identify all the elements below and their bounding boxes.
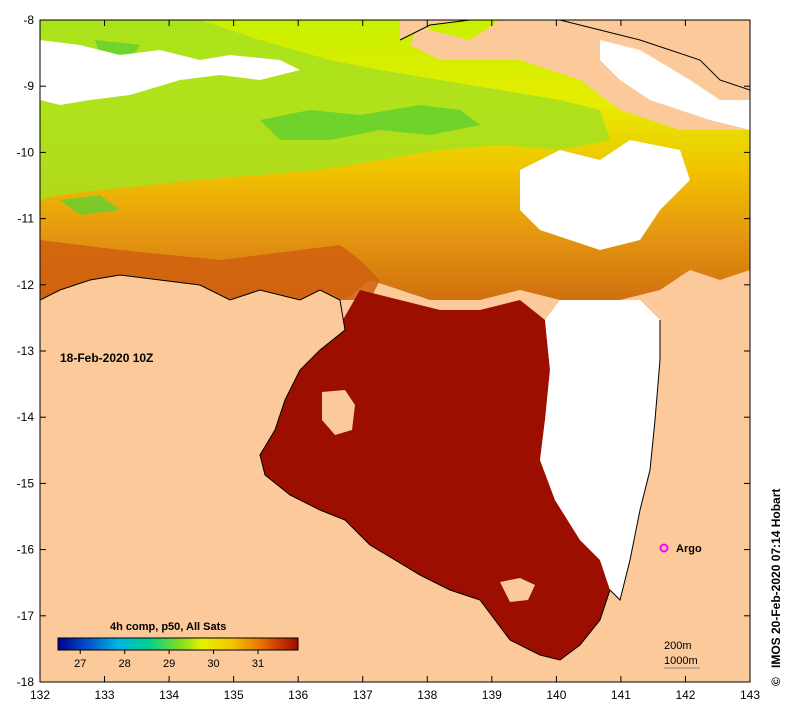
y-tick-label: -14 bbox=[17, 410, 35, 424]
colorbar-title: 4h comp, p50, All Sats bbox=[110, 621, 226, 633]
x-tick-label: 140 bbox=[546, 688, 566, 702]
date-label: 18-Feb-2020 10Z bbox=[60, 351, 153, 365]
depth-1000m-label: 1000m bbox=[664, 655, 698, 667]
colorbar-tick-label: 27 bbox=[74, 658, 86, 670]
copyright-icon: © bbox=[769, 677, 783, 686]
y-tick-label: -12 bbox=[17, 278, 35, 292]
no-data-cloud-northeast bbox=[600, 40, 750, 130]
png-land bbox=[400, 20, 750, 90]
colorbar-tick-label: 31 bbox=[252, 658, 264, 670]
x-tick-label: 142 bbox=[675, 688, 695, 702]
no-data-cloud-north bbox=[40, 40, 300, 105]
x-tick-label: 135 bbox=[224, 688, 244, 702]
y-tick-label: -9 bbox=[23, 79, 34, 93]
argo-label: Argo bbox=[676, 543, 702, 555]
sst-gulf-dark bbox=[260, 290, 610, 660]
mornington-island bbox=[500, 578, 535, 602]
y-tick-label: -18 bbox=[17, 675, 35, 689]
y-tick-label: -16 bbox=[17, 543, 35, 557]
credit-block: © IMOS 20-Feb-2020 07:14 Hobart bbox=[769, 489, 783, 686]
x-tick-label: 136 bbox=[288, 688, 308, 702]
y-axis: -8 -9 -10 -11 -12 -13 -14 -15 -16 -17 -18 bbox=[17, 13, 750, 689]
x-tick-label: 133 bbox=[95, 688, 115, 702]
arnhem-land bbox=[40, 275, 600, 682]
colorbar-gradient bbox=[57, 637, 299, 651]
sst-green-spots bbox=[60, 40, 480, 215]
colorbar-tick-label: 28 bbox=[119, 658, 131, 670]
coastline-nt bbox=[40, 274, 661, 661]
colorbar: 4h comp, p50, All Sats 27 28 29 30 31 bbox=[57, 621, 299, 670]
coastline-png bbox=[399, 20, 750, 91]
sst-warm-band bbox=[40, 240, 380, 300]
x-tick-label: 139 bbox=[482, 688, 502, 702]
depth-200m-label: 200m bbox=[664, 640, 692, 652]
x-axis: 132 133 134 135 136 137 138 139 140 141 142 143 bbox=[30, 20, 760, 702]
x-tick-label: 134 bbox=[159, 688, 179, 702]
y-tick-label: -8 bbox=[23, 13, 34, 27]
no-data-cape-york bbox=[540, 300, 660, 600]
x-tick-label: 138 bbox=[417, 688, 437, 702]
no-data-cloud-east bbox=[520, 140, 690, 250]
cape-york-land bbox=[600, 280, 750, 682]
argo-marker[interactable]: Argo bbox=[659, 543, 702, 555]
credit-text: IMOS 20-Feb-2020 07:14 Hobart bbox=[769, 489, 783, 668]
colorbar-tick-label: 29 bbox=[163, 658, 175, 670]
map-plot-area bbox=[40, 20, 750, 682]
y-tick-label: -13 bbox=[17, 344, 35, 358]
depth-legend: 200m 1000m bbox=[664, 640, 700, 669]
y-tick-label: -17 bbox=[17, 609, 35, 623]
x-tick-label: 141 bbox=[611, 688, 631, 702]
y-tick-label: -15 bbox=[17, 476, 35, 490]
colorbar-tick-label: 30 bbox=[207, 658, 219, 670]
groote-eylandt bbox=[322, 390, 355, 435]
x-tick-label: 137 bbox=[353, 688, 373, 702]
x-tick-label: 143 bbox=[740, 688, 760, 702]
argo-float-icon[interactable] bbox=[659, 543, 669, 553]
y-tick-label: -11 bbox=[18, 212, 35, 226]
y-tick-label: -10 bbox=[17, 145, 35, 159]
x-tick-label: 132 bbox=[30, 688, 50, 702]
